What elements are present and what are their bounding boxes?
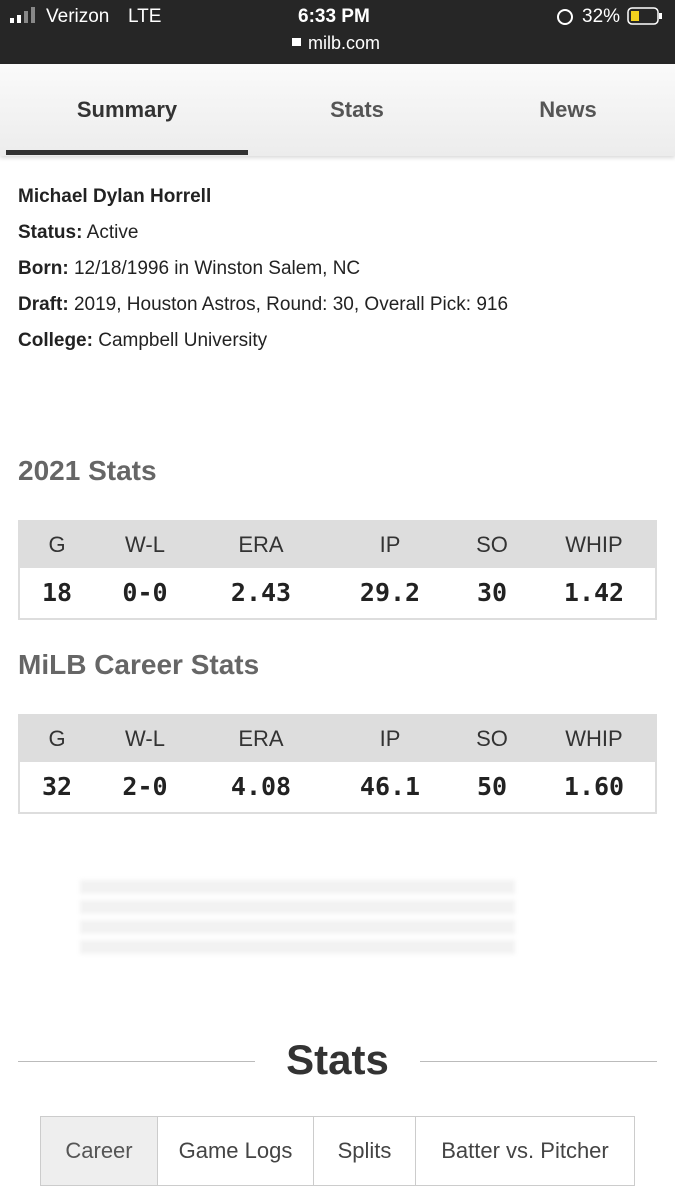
bio-label: Born: — [18, 258, 69, 279]
table-cell: 1.42 — [563, 578, 625, 607]
table-header: G W-L ERA IP SO WHIP — [20, 522, 655, 568]
column-header: IP — [379, 532, 401, 557]
status-icons — [10, 7, 662, 46]
bio-value: Campbell University — [98, 330, 268, 351]
section-title: Stats — [286, 1036, 389, 1083]
table-cell: 4.08 — [230, 772, 292, 801]
table-cell: 18 — [41, 578, 73, 607]
bio-label: Status: — [18, 222, 83, 243]
table-row: 32 2-0 4.08 46.1 50 1.60 — [20, 762, 655, 812]
column-header: ERA — [238, 726, 284, 751]
nav-tab[interactable]: News — [539, 97, 597, 122]
bio-label: College: — [18, 330, 93, 351]
stats-tab[interactable]: Career — [41, 1117, 158, 1185]
bio-line: Born: 12/18/1996 in Winston Salem, NC — [18, 258, 360, 280]
column-header: SO — [476, 726, 508, 751]
column-header: G — [48, 726, 66, 751]
table-cell: 0-0 — [122, 578, 168, 607]
time: 6:33 PM — [298, 6, 370, 27]
table-row: 18 0-0 2.43 29.2 30 1.42 — [20, 568, 655, 618]
column-header: WHIP — [565, 532, 623, 557]
table-cell: 46.1 — [359, 772, 421, 801]
bio-value: Active — [86, 222, 139, 243]
bio-label: Draft: — [18, 294, 69, 315]
stats-tab[interactable]: Game Logs — [158, 1117, 314, 1185]
bio-line: Draft: 2019, Houston Astros, Round: 30, … — [18, 294, 508, 316]
table-cell: 2.43 — [230, 578, 292, 607]
table-cell: 1.60 — [563, 772, 625, 801]
column-header: G — [48, 532, 66, 557]
status-bar: Verizon LTE 6:33 PM 32% milb.com — [0, 0, 675, 64]
section-heading: MiLB Career Stats — [18, 649, 260, 680]
table-cell: 29.2 — [359, 578, 421, 607]
table-cell: 2-0 — [122, 772, 168, 801]
column-header: IP — [379, 726, 401, 751]
nav-bar: Summary Stats News — [0, 64, 675, 156]
nav-tab[interactable]: Stats — [330, 97, 384, 122]
table-header: G W-L ERA IP SO WHIP — [20, 716, 655, 762]
carrier: Verizon — [46, 6, 110, 27]
stats-tab[interactable]: Batter vs. Pitcher — [441, 1138, 609, 1163]
stats-tabs: Career Game Logs Splits Batter vs. Pitcher — [40, 1116, 635, 1186]
column-header: W-L — [125, 726, 165, 751]
stats-table: G W-L ERA IP SO WHIP 18 0-0 2.43 29.2 30 1.42 — [18, 520, 657, 620]
blurred-text — [80, 880, 515, 960]
active-tab-indicator — [6, 150, 248, 155]
bio-value: 12/18/1996 in Winston Salem, NC — [73, 258, 361, 279]
column-header: ERA — [238, 532, 284, 557]
divider — [420, 1061, 657, 1062]
stats-tab[interactable]: Splits — [314, 1117, 416, 1185]
divider — [18, 1061, 255, 1062]
table-cell: 32 — [41, 772, 73, 801]
player-name: Michael Dylan Horrell — [18, 186, 212, 207]
column-header: SO — [476, 532, 508, 557]
url: milb.com — [308, 33, 381, 53]
nav-tab[interactable]: Summary — [76, 97, 178, 122]
column-header: W-L — [125, 532, 165, 557]
column-header: WHIP — [565, 726, 623, 751]
battery: 32% — [582, 6, 621, 27]
table-cell: 30 — [476, 578, 508, 607]
bio-line: Status: Active — [18, 222, 138, 244]
bio-value: 2019, Houston Astros, Round: 30, Overall… — [73, 294, 509, 315]
network: LTE — [128, 6, 162, 27]
bio-line: College: Campbell University — [18, 330, 267, 352]
stats-table: G W-L ERA IP SO WHIP 32 2-0 4.08 46.1 50 1.60 — [18, 714, 657, 814]
table-cell: 50 — [476, 772, 508, 801]
section-heading: 2021 Stats — [18, 455, 157, 486]
